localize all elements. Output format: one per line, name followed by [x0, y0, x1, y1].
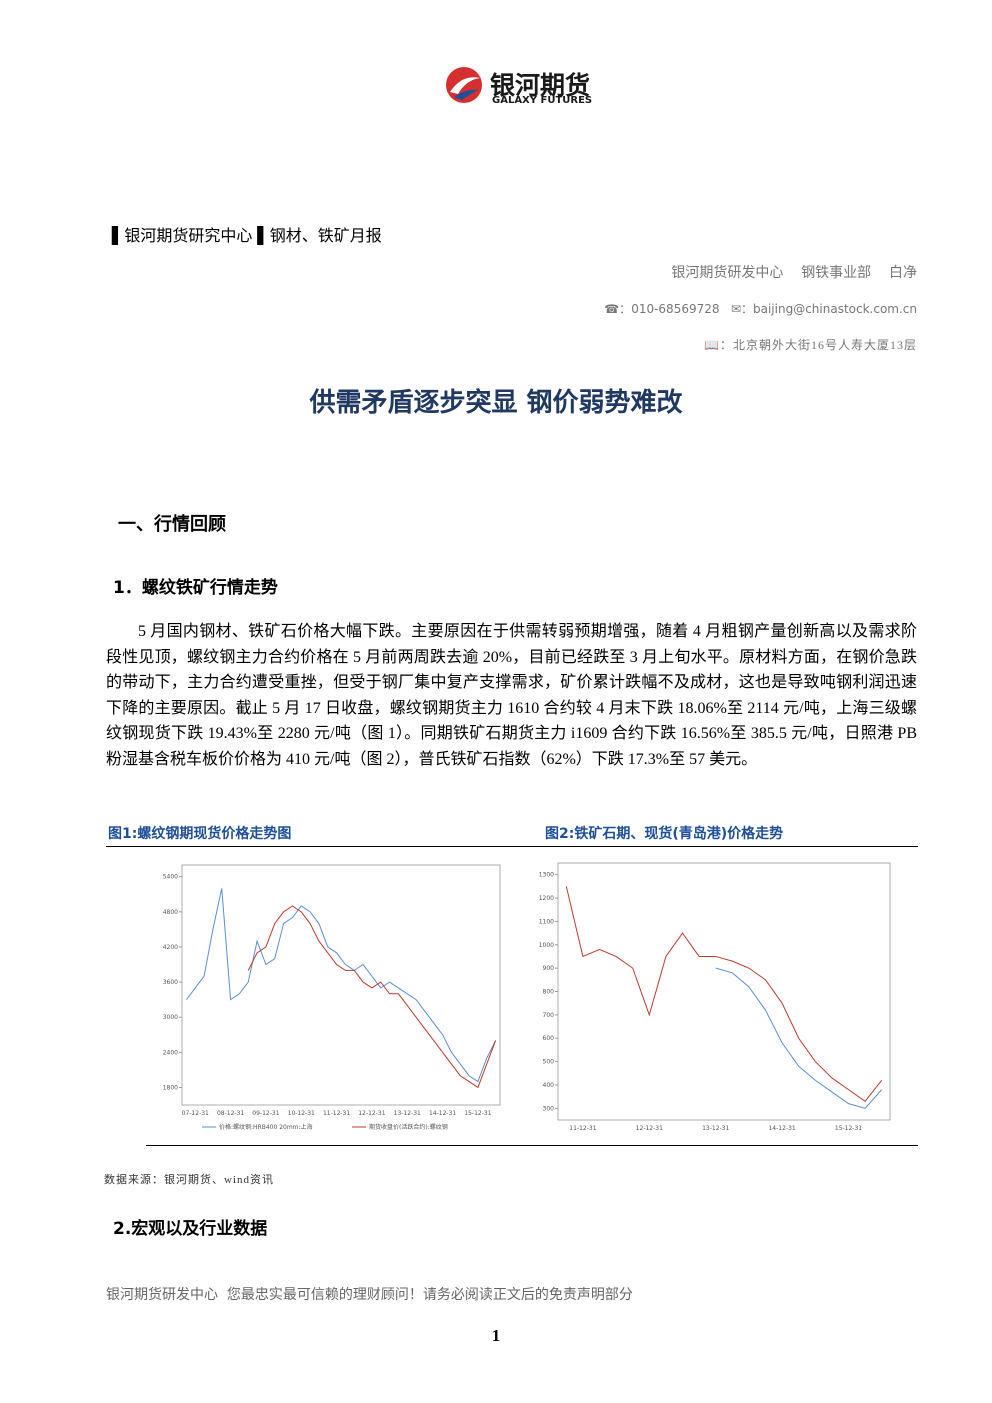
y-tick-label: 4800 — [163, 909, 178, 916]
chart: 300 400 500 600 700 800 900 1000 1100 1200 1300 11-… — [539, 862, 891, 1132]
figure-caption: 图1:螺纹钢期现货价格走势图 — [108, 826, 292, 842]
rule — [146, 1145, 918, 1146]
y-tick-label: 800 — [543, 989, 555, 996]
y-tick-label: 300 — [543, 1105, 555, 1112]
x-tick-label: 10-12-31 — [288, 1110, 315, 1117]
y-tick-label: 3600 — [163, 979, 178, 986]
y-tick-label: 1100 — [539, 918, 554, 925]
series-line — [565, 886, 883, 1102]
logo-icon — [446, 67, 482, 103]
y-tick-label: 3000 — [163, 1014, 178, 1021]
contact: ☎：010-68569728 ✉：baijing@chinastock.com.… — [604, 302, 917, 316]
series-line — [247, 905, 497, 1089]
paragraph: 5 月国内钢材、铁矿石价格大幅下跌。主要原因在于供需转弱预期增强，随着 4 月粗… — [106, 623, 917, 768]
x-tick-label: 14-12-31 — [768, 1125, 795, 1132]
header: ▌银河期货研究中心 ▌钢材、铁矿月报 — [112, 226, 382, 245]
title: 供需矛盾逐步突显 钢价弱势难改 — [309, 388, 683, 418]
x-tick-label: 13-12-31 — [394, 1110, 421, 1117]
footer: 银河期货研发中心 您最忠实最可信赖的理财顾问！请务必阅读正文后的免责声明部分 — [106, 1287, 633, 1303]
phone: 010-68569728 — [631, 302, 720, 316]
series-line — [715, 967, 883, 1109]
y-tick-label: 4200 — [163, 944, 178, 951]
x-tick-label: 08-12-31 — [217, 1110, 244, 1117]
x-tick-label: 07-12-31 — [182, 1110, 209, 1117]
figure-caption: 图2:铁矿石期、现货(青岛港)价格走势 — [545, 826, 784, 842]
x-tick-label: 12-12-31 — [358, 1110, 385, 1117]
y-tick-label: 1800 — [163, 1084, 178, 1091]
author-dept: 钢铁事业部 — [801, 265, 872, 281]
x-tick-label: 13-12-31 — [702, 1125, 729, 1132]
x-tick-label: 11-12-31 — [569, 1125, 596, 1132]
y-tick-label: 700 — [543, 1012, 555, 1019]
y-tick-label: 400 — [543, 1082, 555, 1089]
y-tick-label: 500 — [543, 1059, 555, 1066]
logo-name: 银河期货 — [490, 71, 591, 100]
plot-frame — [181, 864, 501, 1106]
y-tick-label: 600 — [543, 1035, 555, 1042]
x-tick-label: 12-12-31 — [636, 1125, 663, 1132]
source: 数据来源：银河期货、wind资讯 — [104, 1174, 274, 1186]
section-heading: 一、行情回顾 — [118, 514, 226, 535]
y-tick-label: 5400 — [163, 874, 178, 881]
header-right: 钢材、铁矿月报 — [269, 226, 382, 245]
x-tick-label: 15-12-31 — [835, 1125, 862, 1132]
x-tick-label: 15-12-31 — [464, 1110, 491, 1117]
x-tick-label: 09-12-31 — [252, 1110, 279, 1117]
legend-label: 期货收盘价(活跃合约):螺纹钢 — [369, 1123, 448, 1131]
page-number: 1 — [491, 1326, 501, 1345]
y-tick-label: 1000 — [539, 942, 554, 949]
y-tick-label: 1200 — [539, 895, 554, 902]
subsection-heading: 1．螺纹铁矿行情走势 — [113, 578, 278, 598]
chart: 1800 2400 3000 3600 4200 4800 5400 07-12-31 08-1… — [163, 864, 501, 1131]
series-line — [186, 888, 497, 1083]
y-tick-label: 2400 — [163, 1049, 178, 1056]
author-org: 银河期货研发中心 — [671, 265, 784, 281]
plot-frame — [557, 862, 891, 1121]
legend-label: 价格:螺纹钢:HRB400 20mm:上海 — [219, 1123, 313, 1131]
y-tick-label: 1300 — [539, 872, 554, 879]
y-tick-label: 900 — [543, 965, 555, 972]
address-text: 北京朝外大街16号人寿大厦13层 — [732, 338, 917, 352]
rule — [106, 846, 918, 847]
x-tick-label: 14-12-31 — [429, 1110, 456, 1117]
address: 📖：北京朝外大街16号人寿大厦13层 — [704, 338, 917, 352]
author-name: 白净 — [889, 265, 917, 281]
email: baijing@chinastock.com.cn — [753, 302, 917, 316]
subsection-heading: 2.宏观以及行业数据 — [113, 1219, 268, 1239]
logo-english: GALAXY FUTURES — [492, 95, 593, 106]
author: 银河期货研发中心 钢铁事业部 白净 — [671, 262, 917, 282]
x-tick-label: 11-12-31 — [323, 1110, 350, 1117]
header-left: 银河期货研究中心 — [124, 226, 253, 245]
